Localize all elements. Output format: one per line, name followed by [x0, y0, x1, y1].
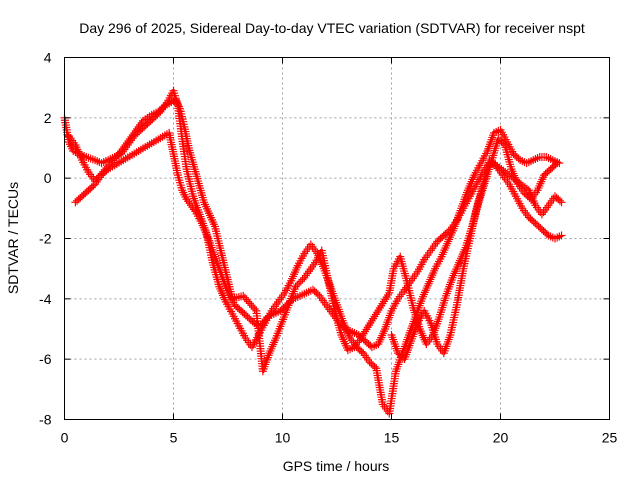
data-point [244, 297, 253, 306]
x-tick-label: 0 [61, 430, 69, 446]
data-point [113, 150, 122, 159]
data-point [494, 126, 503, 135]
data-point [117, 147, 126, 156]
data-point [112, 152, 121, 161]
y-axis-label: SDTVAR / TECUs [5, 182, 21, 294]
data-point [105, 160, 114, 169]
data-point [551, 160, 560, 169]
y-tick-label: -6 [39, 351, 52, 367]
grid-layer [64, 57, 610, 420]
data-point [122, 138, 131, 147]
data-point [557, 231, 566, 240]
data-point [130, 128, 139, 137]
data-point [92, 175, 101, 184]
data-point [131, 126, 140, 135]
y-tick-label: -2 [39, 231, 52, 247]
data-point [110, 154, 119, 163]
data-point [239, 291, 248, 300]
data-point [186, 201, 195, 210]
data-point [134, 122, 143, 131]
data-point [557, 198, 566, 207]
y-tick-label: 2 [44, 110, 52, 126]
data-point [125, 134, 134, 143]
x-tick-label: 15 [384, 430, 400, 446]
data-point [293, 280, 302, 289]
data-point [444, 226, 453, 235]
data-point [555, 232, 564, 241]
data-point [291, 282, 300, 291]
data-point [109, 156, 118, 165]
data-point [553, 159, 562, 168]
chart-title: Day 296 of 2025, Sidereal Day-to-day VTE… [79, 20, 585, 36]
data-point [89, 181, 98, 190]
x-tick-label: 20 [493, 430, 509, 446]
data-point [100, 165, 109, 174]
data-point [188, 203, 197, 212]
data-point [185, 199, 194, 208]
x-tick-label: 25 [602, 430, 618, 446]
data-point [124, 136, 133, 145]
data-point [555, 196, 564, 205]
data-point [298, 275, 307, 284]
data-point [99, 167, 108, 176]
data-point [94, 173, 103, 182]
data-point [247, 301, 256, 310]
data-point [189, 205, 198, 214]
data-point [553, 233, 562, 242]
ticks-layer [64, 57, 610, 420]
data-point [104, 162, 113, 171]
data-point [91, 177, 100, 186]
y-tick-label: 4 [44, 50, 52, 66]
data-point [136, 120, 145, 129]
data-point [357, 347, 366, 356]
data-point [97, 169, 106, 178]
data-point [137, 118, 146, 127]
data-point [295, 279, 304, 288]
x-axis-label: GPS time / hours [283, 458, 390, 474]
y-tick-label: -8 [39, 412, 52, 428]
data-point [128, 130, 137, 139]
data-point [95, 171, 104, 180]
data-point [120, 142, 129, 151]
data-point [121, 140, 130, 149]
tick-labels: 0 5 10 15 20 25 -8 -6 -4 -2 0 2 4 [39, 50, 617, 446]
y-tick-label: -4 [39, 291, 52, 307]
data-point [102, 163, 111, 172]
data-point [245, 299, 254, 308]
data-point [234, 293, 243, 302]
data-point [127, 132, 136, 141]
data-point [242, 295, 251, 304]
data-point [370, 342, 379, 351]
y-tick-label: 0 [44, 170, 52, 186]
data-point [182, 195, 191, 204]
data-point [313, 290, 322, 299]
data-point [296, 277, 305, 286]
data-point [250, 305, 259, 314]
data-point [118, 145, 127, 154]
points-layer [60, 86, 566, 418]
data-point [107, 158, 116, 167]
data-point [249, 303, 258, 312]
x-tick-label: 5 [170, 430, 178, 446]
data-point [240, 293, 249, 302]
data-point [133, 124, 142, 133]
x-tick-label: 10 [275, 430, 291, 446]
data-point [184, 197, 193, 206]
